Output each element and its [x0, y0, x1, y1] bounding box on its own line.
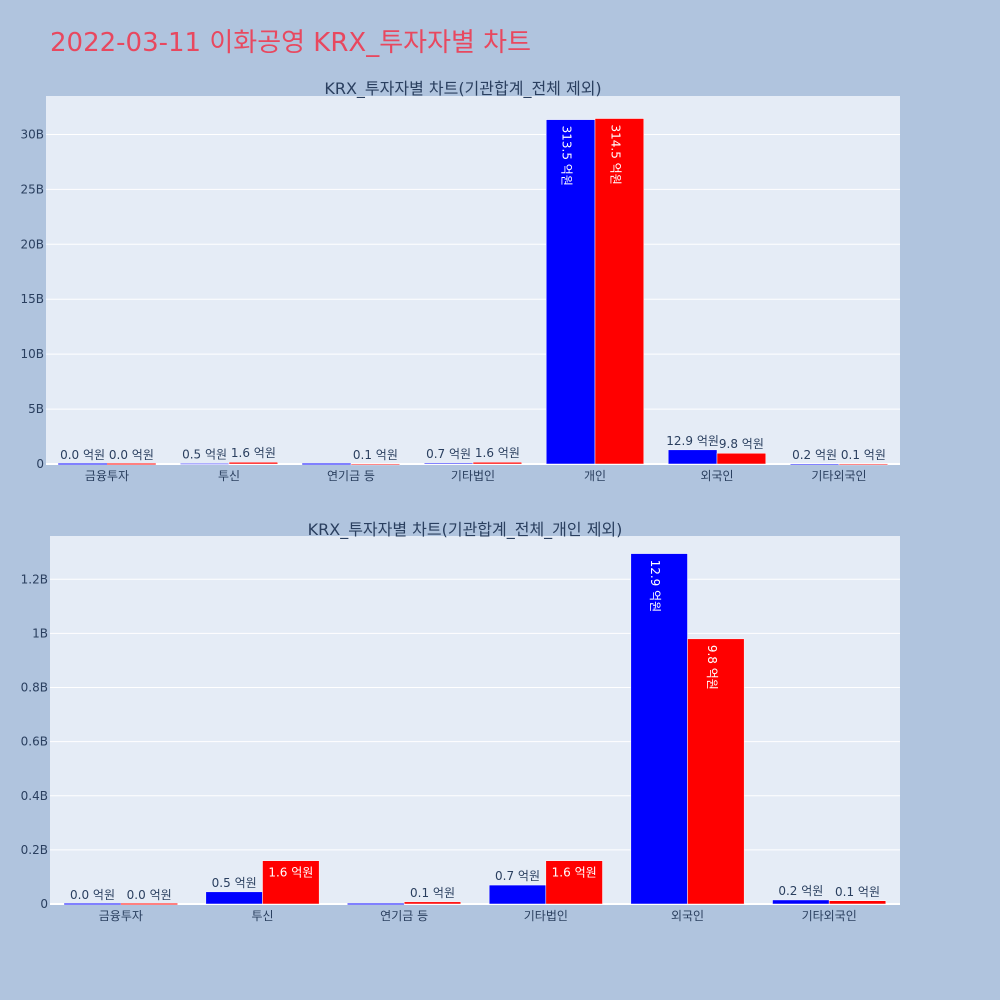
bar	[472, 461, 523, 465]
data-label: 0.7 억원	[495, 869, 540, 883]
bar	[828, 900, 887, 905]
y-tick-label: 0.4B	[21, 789, 48, 803]
y-tick-label: 10B	[20, 347, 44, 361]
x-tick-label: 연기금 등	[380, 909, 428, 923]
y-tick-label: 0.6B	[21, 735, 48, 749]
y-tick-label: 0.8B	[21, 681, 48, 695]
plot-area	[50, 536, 900, 904]
chart-top: KRX_투자자별 차트(기관합계_전체 제외) 0 5B 10B 15B 20B 25B 30…	[20, 79, 900, 483]
y-tick-label: 15B	[20, 292, 44, 306]
bar	[545, 860, 603, 905]
data-label: 0.5 억원	[182, 447, 227, 461]
data-label: 313.5 억원	[560, 126, 574, 186]
x-tick-label: 외국인	[671, 909, 704, 923]
data-label: 0.0 억원	[60, 448, 105, 462]
y-tick-label: 5B	[28, 402, 44, 416]
page-title: 2022-03-11 이화공영 KRX_투자자별 차트	[50, 28, 532, 58]
data-label: 0.2 억원	[778, 884, 823, 898]
chart-title: KRX_투자자별 차트(기관합계_전체_개인 제외)	[308, 520, 623, 540]
data-label: 12.9 억원	[648, 560, 662, 613]
data-label: 1.6 억원	[231, 446, 276, 460]
bar	[838, 463, 889, 466]
y-tick-label: 0	[40, 897, 48, 911]
x-tick-label: 외국인	[700, 469, 733, 483]
x-tick-label: 금융투자	[99, 909, 143, 923]
data-label: 0.1 억원	[841, 448, 886, 462]
data-label: 0.0 억원	[70, 888, 115, 902]
bar	[545, 119, 596, 465]
bar	[594, 118, 645, 465]
data-label: 0.7 억원	[426, 447, 471, 461]
y-tick-label: 20B	[20, 237, 44, 251]
data-label: 1.6 억원	[475, 446, 520, 460]
y-tick-label: 1.2B	[21, 572, 48, 586]
bar	[403, 901, 462, 905]
bar	[262, 860, 320, 905]
y-tick-label: 25B	[20, 182, 44, 196]
x-tick-label: 기타외국인	[811, 469, 866, 483]
bar	[772, 899, 830, 905]
x-tick-label: 기타법인	[524, 909, 568, 923]
x-tick-label: 금융투자	[85, 469, 129, 483]
data-label: 12.9 억원	[666, 434, 719, 448]
x-tick-label: 투신	[218, 469, 240, 483]
x-tick-label: 연기금 등	[327, 469, 375, 483]
x-tick-label: 기타외국인	[802, 909, 857, 923]
bar	[350, 463, 401, 466]
data-label: 0.5 억원	[212, 876, 257, 890]
y-tick-label: 30B	[20, 127, 44, 141]
data-label: 0.1 억원	[410, 886, 455, 900]
data-label: 9.8 억원	[719, 437, 764, 451]
bar	[205, 891, 263, 905]
bar	[228, 461, 279, 465]
bar	[716, 452, 767, 465]
data-label: 1.6 억원	[268, 866, 313, 880]
y-tick-label: 1B	[32, 626, 48, 640]
x-tick-label: 기타법인	[451, 469, 495, 483]
bar	[488, 884, 547, 905]
data-label: 0.0 억원	[127, 888, 172, 902]
x-tick-label: 개인	[584, 469, 606, 483]
y-tick-label: 0	[36, 457, 44, 471]
y-tick-label: 0.2B	[21, 843, 48, 857]
plot-area	[46, 96, 900, 464]
x-tick-label: 투신	[251, 909, 273, 923]
data-label: 1.6 억원	[552, 866, 597, 880]
data-label: 0.1 억원	[835, 885, 880, 899]
data-label: 0.0 억원	[109, 448, 154, 462]
bar	[630, 553, 688, 905]
bar	[687, 638, 745, 905]
data-label: 9.8 억원	[705, 645, 719, 690]
chart-title: KRX_투자자별 차트(기관합계_전체 제외)	[324, 79, 601, 99]
data-label: 314.5 억원	[608, 125, 622, 185]
data-label: 0.2 억원	[792, 448, 837, 462]
data-label: 0.1 억원	[353, 448, 398, 462]
